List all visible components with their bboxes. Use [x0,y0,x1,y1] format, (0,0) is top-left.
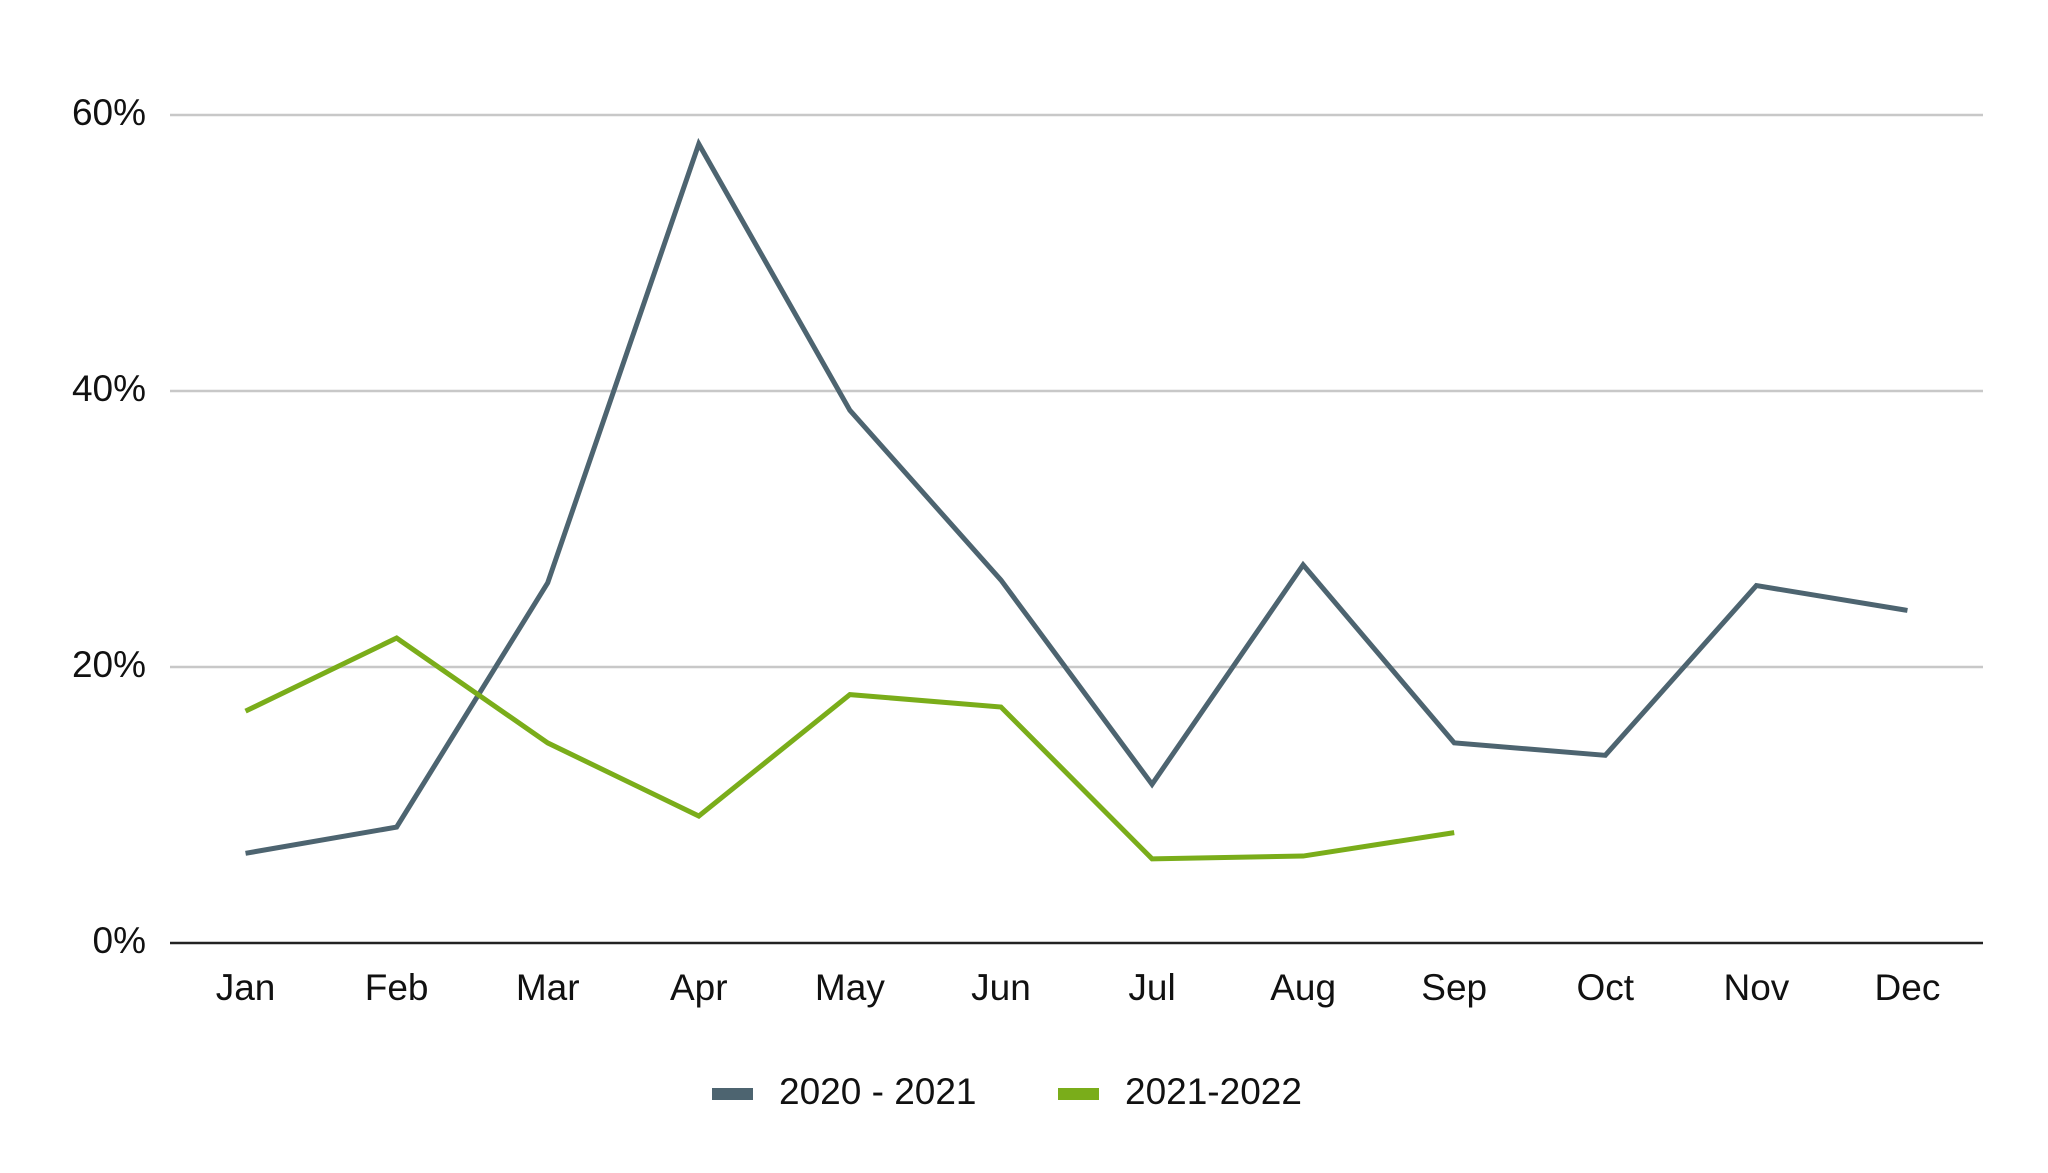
y-tick-label: 40% [72,368,146,409]
x-tick-label: Dec [1875,967,1941,1008]
x-tick-label: Jun [971,967,1031,1008]
legend-swatch [712,1088,753,1100]
y-tick-label: 60% [72,92,146,133]
x-tick-label: Oct [1577,967,1635,1008]
y-tick-label: 0% [93,920,146,961]
x-tick-label: Feb [365,967,429,1008]
x-tick-label: Jan [216,967,276,1008]
series-line [245,137,1908,856]
legend-label: 2021-2022 [1125,1071,1302,1112]
x-tick-label: Aug [1270,967,1336,1008]
y-tick-label: 20% [72,644,146,685]
legend-swatch [1058,1088,1099,1100]
x-tick-label: May [815,967,885,1008]
series-line [244,635,1455,862]
x-tick-label: Apr [670,967,728,1008]
x-tick-label: Sep [1421,967,1487,1008]
x-tick-label: Mar [516,967,580,1008]
legend-label: 2020 - 2021 [779,1071,977,1112]
x-tick-label: Nov [1723,967,1789,1008]
x-tick-label: Jul [1128,967,1175,1008]
